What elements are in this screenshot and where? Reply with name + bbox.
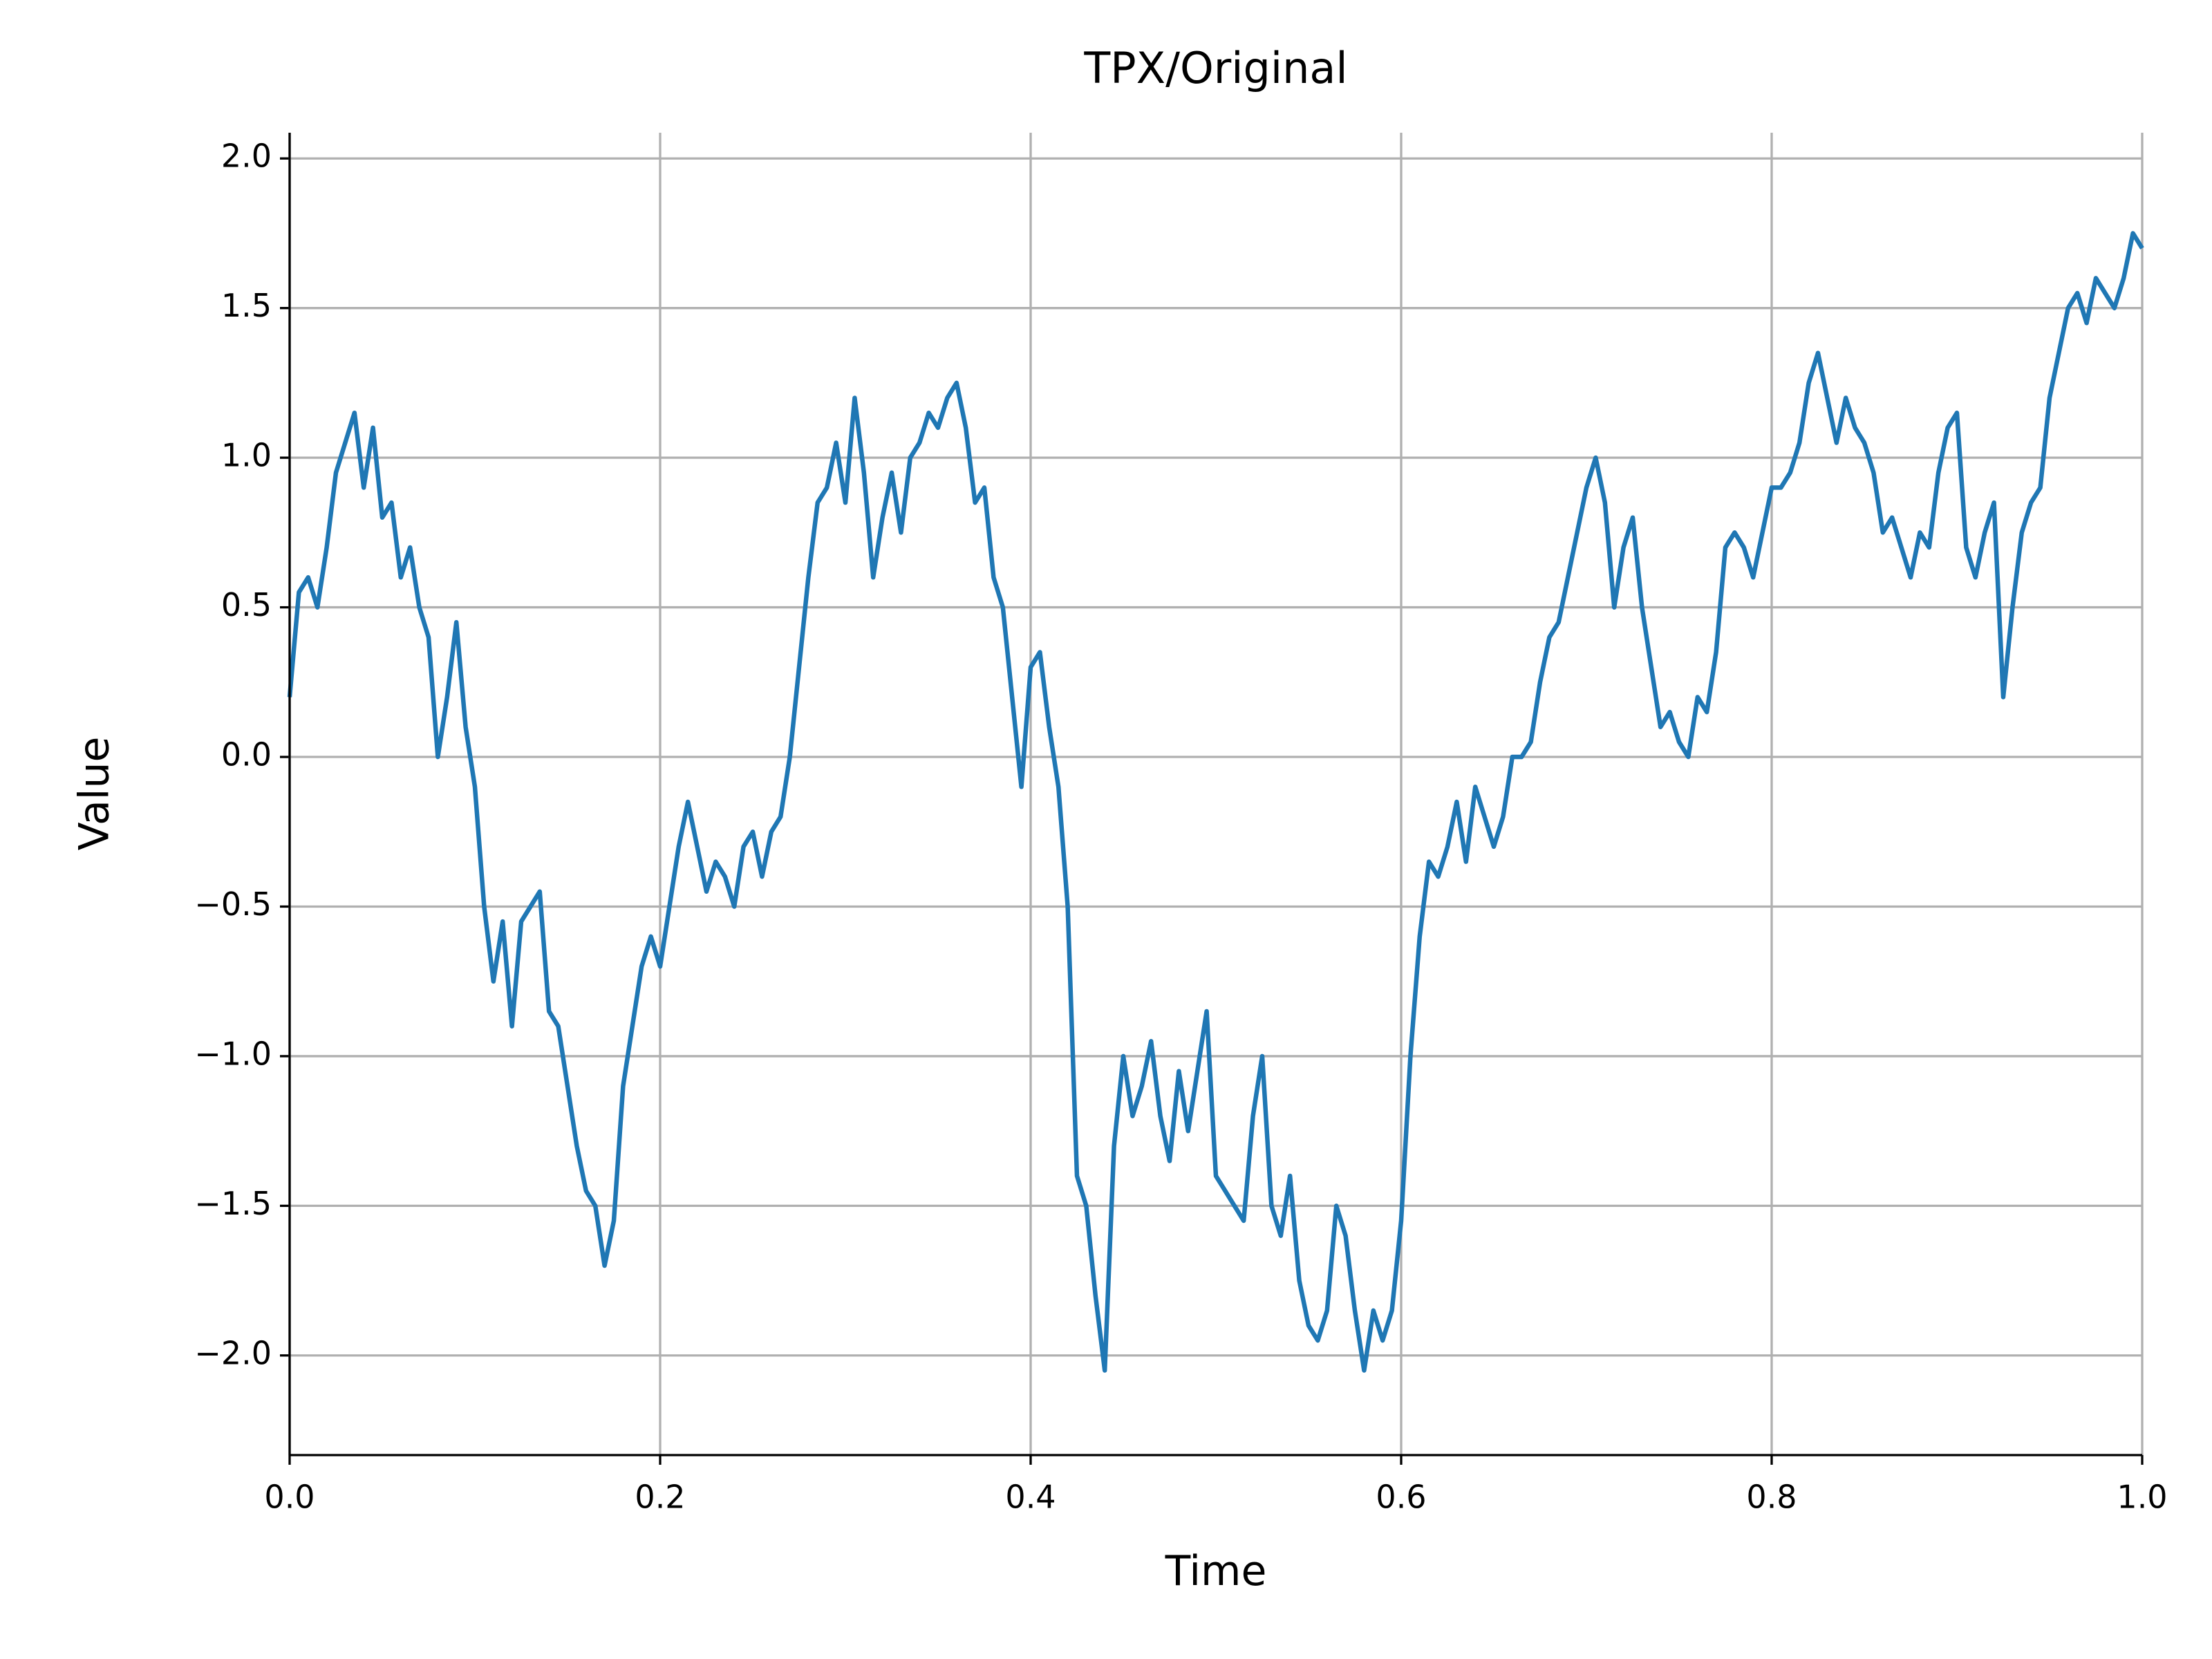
y-tick-label: −1.5 [194, 1185, 272, 1222]
y-tick-label: 0.5 [221, 586, 272, 624]
x-axis-label: Time [1165, 1547, 1267, 1595]
y-tick-label: −0.5 [194, 885, 272, 923]
y-axis-label: Value [71, 737, 119, 851]
y-tick-label: −2.0 [194, 1334, 272, 1371]
y-tick-label: 2.0 [221, 138, 272, 175]
x-tick-label: 1.0 [2117, 1479, 2167, 1516]
x-tick-label: 0.0 [264, 1479, 315, 1516]
y-tick-label: 1.5 [221, 287, 272, 324]
x-tick-label: 0.2 [635, 1479, 685, 1516]
chart-title: TPX/Original [1083, 43, 1347, 93]
series-line [287, 231, 2144, 1373]
y-tick-label: 1.0 [221, 437, 272, 474]
y-tick-label: 0.0 [221, 736, 272, 774]
y-tick-label: −1.0 [194, 1035, 272, 1072]
x-tick-label: 0.4 [1005, 1479, 1056, 1516]
x-tick-label: 0.6 [1376, 1479, 1426, 1516]
x-tick-label: 0.8 [1746, 1479, 1797, 1516]
